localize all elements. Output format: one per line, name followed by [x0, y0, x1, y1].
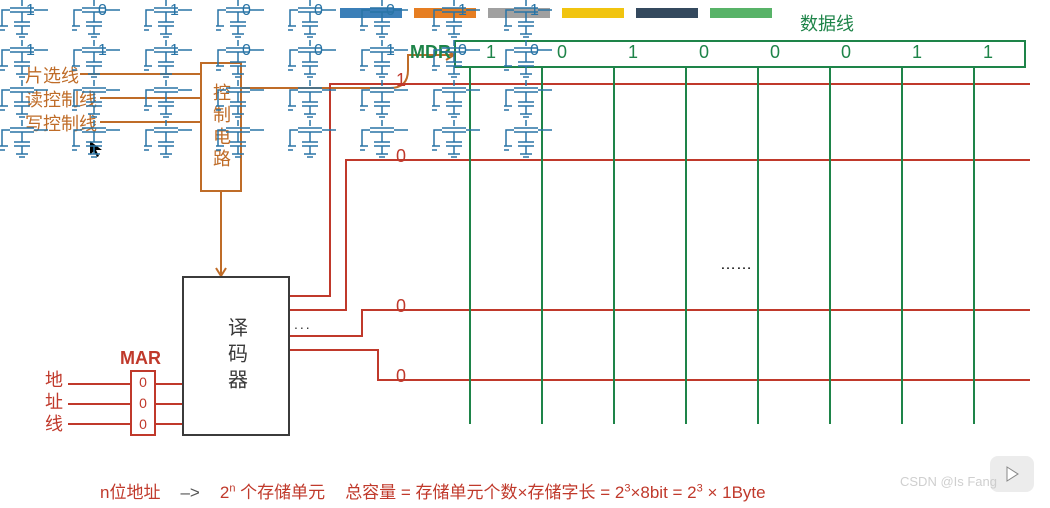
watermark: CSDN @Is Fang [900, 474, 997, 489]
mar-label: MAR [120, 348, 161, 369]
memory-cell [288, 120, 343, 160]
memory-cell: 1 [0, 40, 55, 80]
decoder-box: 译码器 [182, 276, 290, 436]
mdr-bit: 1 [598, 42, 669, 66]
mdr-bit: 0 [669, 42, 740, 66]
formula-units-suffix: 个存储单元 [235, 483, 325, 502]
memory-cell: 1 [360, 40, 415, 80]
memory-cell [360, 80, 415, 120]
memory-cell [72, 80, 127, 120]
row-label-4: 0 [396, 366, 406, 387]
memory-cell-value: 1 [26, 2, 35, 20]
memory-cell-value: 0 [530, 42, 539, 60]
address-lines-label: 地址线 [40, 370, 66, 436]
memory-cell-value: 0 [386, 2, 395, 20]
mdr-bit: 0 [811, 42, 882, 66]
memory-cell-value: 1 [458, 2, 467, 20]
memory-cell-value: 0 [314, 2, 323, 20]
play-button[interactable] [990, 456, 1034, 492]
formula-tail: × 1Byte [703, 483, 766, 502]
memory-cell: 0 [216, 40, 271, 80]
memory-cell [0, 80, 55, 120]
memory-cell-value: 1 [386, 42, 395, 60]
mar-bit: 0 [139, 395, 147, 411]
memory-cell [0, 120, 55, 160]
memory-cell [432, 80, 487, 120]
memory-cell: 1 [0, 0, 55, 40]
mdr-bit: 1 [953, 42, 1024, 66]
formula-mid: ×8bit = 2 [630, 483, 696, 502]
memory-cell [504, 80, 559, 120]
memory-cell [504, 120, 559, 160]
memory-cell-value: 1 [530, 2, 539, 20]
mar-register: 0 0 0 [130, 370, 156, 436]
memory-cell: 1 [432, 0, 487, 40]
memory-cell [144, 80, 199, 120]
decoder-label: 译码器 [222, 317, 251, 395]
formula-units: 2n 个存储单元 [220, 478, 325, 503]
memory-cell [360, 120, 415, 160]
memory-cell: 0 [504, 40, 559, 80]
memory-ellipsis: …… [720, 256, 752, 274]
memory-cell: 0 [288, 40, 343, 80]
memory-cell-value: 0 [458, 42, 467, 60]
memory-cell [288, 80, 343, 120]
memory-cell: 1 [504, 0, 559, 40]
mar-bit: 0 [139, 416, 147, 432]
memory-cell [432, 120, 487, 160]
memory-cell [144, 120, 199, 160]
memory-cell-value: 1 [170, 42, 179, 60]
memory-cell-value: 1 [98, 42, 107, 60]
memory-cell-value: 0 [242, 2, 251, 20]
memory-cell: 1 [144, 40, 199, 80]
mar-bit: 0 [139, 374, 147, 390]
memory-cell: 0 [72, 0, 127, 40]
memory-cell-value: 1 [26, 42, 35, 60]
memory-cell: 0 [288, 0, 343, 40]
formula-total: 总容量 = 存储单元个数×存储字长 = 23×8bit = 23 × 1Byte [345, 478, 765, 503]
memory-cell-value: 1 [170, 2, 179, 20]
memory-cell: 0 [216, 0, 271, 40]
memory-cell-value: 0 [242, 42, 251, 60]
decoder-dots: ... [294, 316, 312, 332]
memory-cell: 1 [72, 40, 127, 80]
row-label-3: 0 [396, 296, 406, 317]
memory-cell-value: 0 [314, 42, 323, 60]
memory-cell [216, 80, 271, 120]
mdr-bit: 1 [882, 42, 953, 66]
play-icon [1003, 465, 1021, 483]
memory-cell: 0 [432, 40, 487, 80]
capacity-formula: n位地址 –> 2n 个存储单元 总容量 = 存储单元个数×存储字长 = 23×… [100, 478, 1000, 503]
memory-cell [72, 120, 127, 160]
formula-arrow: –> [180, 483, 199, 503]
memory-cell: 0 [360, 0, 415, 40]
mdr-bit: 0 [740, 42, 811, 66]
memory-cell [216, 120, 271, 160]
memory-cell-value: 0 [98, 2, 107, 20]
formula-units-base: 2 [220, 483, 229, 502]
formula-addr: n位地址 [100, 478, 160, 503]
formula-total-label: 总容量 = 存储单元个数×存储字长 = 2 [345, 483, 624, 502]
memory-cell: 1 [144, 0, 199, 40]
